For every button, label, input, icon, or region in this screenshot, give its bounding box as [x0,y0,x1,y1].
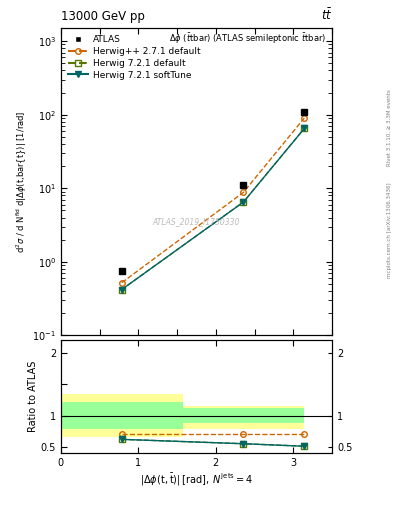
Text: 13000 GeV pp: 13000 GeV pp [61,10,145,23]
Y-axis label: Ratio to ATLAS: Ratio to ATLAS [28,361,38,433]
Legend: ATLAS, Herwig++ 2.7.1 default, Herwig 7.2.1 default, Herwig 7.2.1 softTune: ATLAS, Herwig++ 2.7.1 default, Herwig 7.… [65,33,203,82]
X-axis label: $|\Delta\phi(\mathrm{t},\bar{\mathrm{t}})|\,[\mathrm{rad}],\;N^{\mathrm{jets}}=4: $|\Delta\phi(\mathrm{t},\bar{\mathrm{t}}… [140,472,253,488]
Text: $\Delta\phi$ ($\bar{t}$tbar) (ATLAS semileptonic $\bar{t}$tbar): $\Delta\phi$ ($\bar{t}$tbar) (ATLAS semi… [169,31,327,46]
Text: $t\bar{t}$: $t\bar{t}$ [321,8,332,23]
Text: Rivet 3.1.10, ≥ 3.3M events: Rivet 3.1.10, ≥ 3.3M events [387,90,391,166]
Text: ATLAS_2019_I1750330: ATLAS_2019_I1750330 [153,217,240,226]
Y-axis label: d$^2\sigma$ / d N$^{\rm fid}$ d|$\Delta\phi$(t,bar{t})| [1/rad]: d$^2\sigma$ / d N$^{\rm fid}$ d|$\Delta\… [15,111,29,253]
Text: mcplots.cern.ch [arXiv:1306.3436]: mcplots.cern.ch [arXiv:1306.3436] [387,183,391,278]
